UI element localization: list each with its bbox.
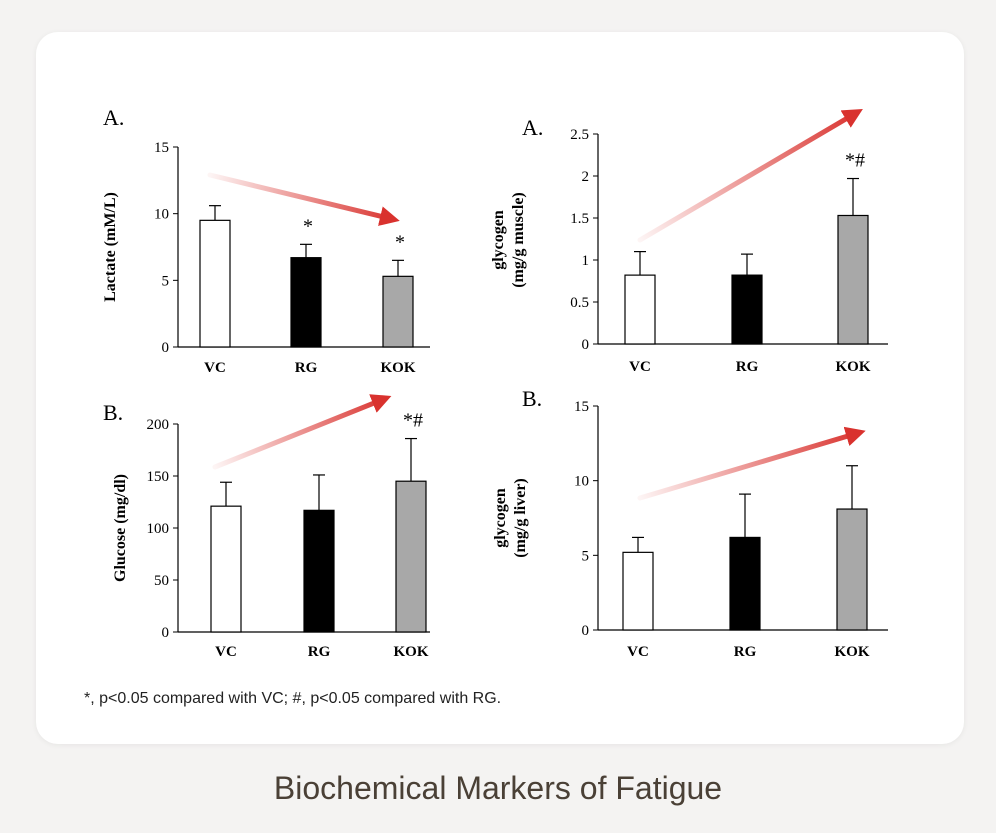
category-label: KOK bbox=[380, 360, 415, 376]
category-label: KOK bbox=[393, 644, 428, 660]
category-label: KOK bbox=[834, 644, 869, 660]
chart-panel-2: 0 0.5 1 1.5 2 2.5 A. glycogen (mg/g muscle) VC RG K… bbox=[490, 115, 888, 375]
bar-vc bbox=[624, 274, 656, 345]
bar-vc bbox=[622, 551, 654, 631]
figure-svg: 0 5 10 15 A. Lactate (mM/L) VC RG * KOK * 0 0.5 1 1.5 2… bbox=[102, 105, 888, 660]
y-tick-label: 10 bbox=[154, 207, 169, 223]
y-axis-label: Lactate (mM/L) bbox=[102, 192, 119, 302]
trend-arrow-down bbox=[207, 172, 400, 226]
y-axis-label-line: (mg/g liver) bbox=[512, 478, 529, 558]
y-axis-label-line: glycogen bbox=[490, 210, 507, 270]
category-label: KOK bbox=[835, 359, 870, 375]
bar-kok bbox=[837, 214, 869, 345]
category-label: RG bbox=[295, 360, 318, 376]
bar-kok bbox=[836, 508, 868, 631]
y-tick-label: 1 bbox=[582, 253, 590, 269]
bar-rg bbox=[731, 274, 763, 345]
figure-caption: Biochemical Markers of Fatigue bbox=[273, 770, 723, 806]
y-tick-label: 0 bbox=[162, 625, 170, 641]
significance-mark: * bbox=[395, 231, 405, 253]
panel-label: B. bbox=[103, 400, 123, 425]
chart-panel-4: 0 5 10 15 B. glycogen (mg/g liver) VC RG KOK bbox=[492, 386, 888, 660]
y-axis-label-line: glycogen bbox=[492, 488, 509, 548]
trend-arrows bbox=[207, 108, 866, 501]
y-axis-label-line: (mg/g muscle) bbox=[510, 192, 527, 288]
y-tick-label: 5 bbox=[162, 273, 170, 289]
panel-label: A. bbox=[522, 115, 543, 140]
y-tick-label: 200 bbox=[147, 417, 170, 433]
category-label: VC bbox=[629, 359, 651, 375]
category-label: VC bbox=[215, 644, 237, 660]
bar-rg bbox=[290, 257, 322, 348]
y-tick-label: 100 bbox=[147, 521, 170, 537]
bar-vc bbox=[210, 505, 242, 633]
y-axis-label: Glucose (mg/dl) bbox=[112, 474, 129, 582]
y-tick-label: 1.5 bbox=[570, 211, 589, 227]
category-label: RG bbox=[734, 644, 757, 660]
category-label: RG bbox=[736, 359, 759, 375]
bar-kok bbox=[382, 275, 414, 348]
significance-note: *, p<0.05 compared with VC; #, p<0.05 co… bbox=[84, 690, 502, 707]
figure-card bbox=[36, 32, 964, 744]
significance-mark: * bbox=[303, 215, 313, 237]
category-label: RG bbox=[308, 644, 331, 660]
chart-panel-3: 0 50 100 150 200 B. Glucose (mg/dl) VC RG KOK *# bbox=[103, 400, 430, 660]
category-label: VC bbox=[204, 360, 226, 376]
y-axis-label-line: Glucose (mg/dl) bbox=[112, 474, 129, 582]
panel-label: A. bbox=[103, 105, 124, 130]
bar-rg bbox=[729, 536, 761, 631]
panel-label: B. bbox=[522, 386, 542, 411]
y-tick-label: 50 bbox=[154, 573, 169, 589]
y-tick-label: 150 bbox=[147, 469, 170, 485]
y-tick-label: 10 bbox=[574, 474, 589, 490]
significance-mark: *# bbox=[403, 410, 423, 432]
y-tick-label: 0.5 bbox=[570, 295, 589, 311]
bar-kok bbox=[395, 480, 427, 633]
y-tick-label: 0 bbox=[162, 340, 170, 356]
y-axis-label: glycogen (mg/g liver) bbox=[492, 478, 529, 558]
y-axis-label-line: Lactate (mM/L) bbox=[102, 192, 119, 302]
bar-vc bbox=[199, 219, 231, 348]
y-tick-label: 0 bbox=[582, 623, 590, 639]
y-tick-label: 5 bbox=[582, 548, 590, 564]
category-label: VC bbox=[627, 644, 649, 660]
trend-arrow-up-glucose bbox=[212, 394, 392, 470]
significance-mark: *# bbox=[845, 150, 865, 172]
y-tick-label: 15 bbox=[154, 140, 169, 156]
bar-rg bbox=[303, 509, 335, 633]
y-axis-label: glycogen (mg/g muscle) bbox=[490, 192, 527, 288]
trend-arrow-up-muscle bbox=[637, 108, 863, 243]
y-tick-label: 15 bbox=[574, 399, 589, 415]
trend-arrow-up-liver bbox=[637, 426, 866, 501]
chart-panel-1: 0 5 10 15 A. Lactate (mM/L) VC RG * KOK * bbox=[102, 105, 430, 376]
y-tick-label: 2 bbox=[582, 169, 590, 185]
y-tick-label: 0 bbox=[582, 337, 590, 353]
y-tick-label: 2.5 bbox=[570, 127, 589, 143]
